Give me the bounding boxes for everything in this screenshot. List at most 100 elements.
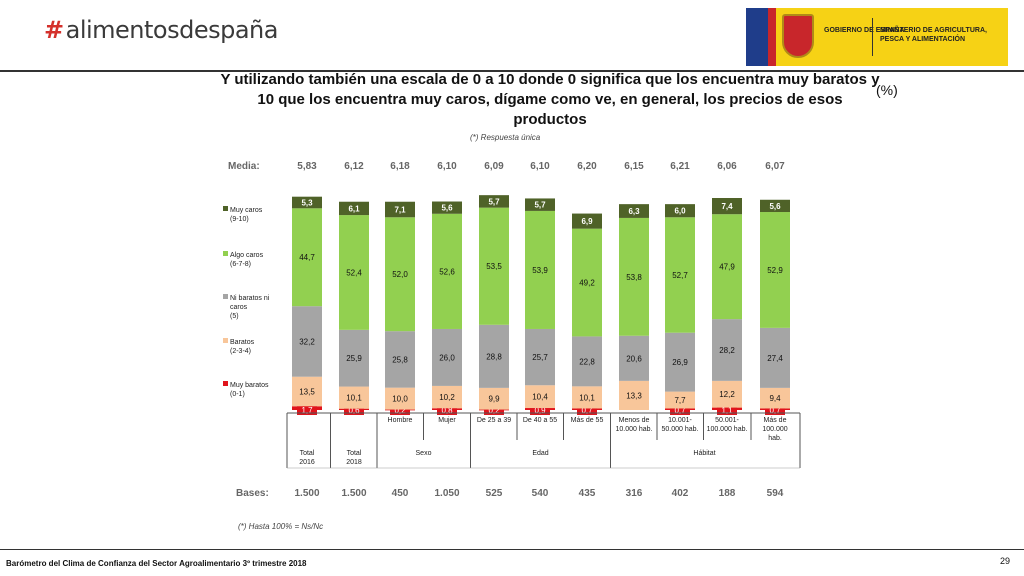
alimentos-de-espana-logo: #alimentosdespaña bbox=[44, 16, 278, 44]
footnote: (*) Hasta 100% = Ns/Nc bbox=[238, 522, 324, 531]
bar-value-label: 44,7 bbox=[299, 253, 315, 262]
bar-value-label: 6,0 bbox=[674, 207, 686, 216]
bar-segment bbox=[712, 198, 742, 215]
bar-value-label: 27,4 bbox=[767, 354, 783, 363]
bar-value-label: 10,1 bbox=[579, 393, 595, 402]
base-value: 540 bbox=[532, 488, 549, 499]
base-value: 1.500 bbox=[341, 488, 366, 499]
media-value: 6,18 bbox=[390, 161, 410, 172]
bar-value-label: 32,2 bbox=[299, 337, 315, 346]
bar-segment bbox=[385, 201, 415, 218]
category-label: 10.000 hab. bbox=[616, 426, 653, 433]
bar-value-label: 52,6 bbox=[439, 267, 455, 276]
chart-subtitle: (*) Respuesta única bbox=[470, 133, 541, 142]
media-value: 6,12 bbox=[344, 161, 364, 172]
legend-label: (6-7-8) bbox=[230, 261, 251, 268]
bar-value-label: 26,9 bbox=[672, 358, 688, 367]
coat-of-arms-icon bbox=[782, 14, 814, 58]
base-value: 402 bbox=[672, 488, 689, 499]
eu-flag-icon bbox=[746, 8, 768, 66]
category-label: 100.000 hab. bbox=[707, 426, 748, 433]
group-label: Edad bbox=[532, 450, 548, 457]
media-value: 6,06 bbox=[717, 161, 737, 172]
category-label: Más de bbox=[764, 417, 787, 424]
bar-value-label: 20,6 bbox=[626, 354, 642, 363]
bar-segment bbox=[572, 213, 602, 229]
bar-value-label: 28,2 bbox=[719, 346, 735, 355]
bar-segment bbox=[385, 387, 415, 410]
bar-segment-label-box bbox=[437, 404, 457, 415]
bar-segment bbox=[619, 204, 649, 218]
base-value: 188 bbox=[719, 488, 736, 499]
legend-label: Ni baratos ni bbox=[230, 295, 270, 302]
bar-value-label: 0,7 bbox=[769, 406, 781, 415]
government-label: GOBIERNO DE ESPAÑA bbox=[824, 27, 905, 34]
bar-value-label: 0,9 bbox=[534, 406, 546, 415]
bar-value-label: 6,1 bbox=[348, 204, 360, 213]
media-value: 5,83 bbox=[297, 161, 317, 172]
category-label: 50.001- bbox=[715, 417, 739, 424]
media-label: Media: bbox=[228, 161, 260, 172]
category-label: De 40 a 55 bbox=[523, 417, 557, 424]
bar-segment-label-box bbox=[765, 404, 785, 415]
bar-value-label: 25,9 bbox=[346, 354, 362, 363]
legend-swatch bbox=[223, 251, 228, 256]
bar-segment bbox=[339, 201, 369, 216]
legend-swatch bbox=[223, 206, 228, 211]
base-value: 525 bbox=[486, 488, 503, 499]
bar-segment bbox=[760, 387, 790, 409]
bar-value-label: 10,4 bbox=[532, 393, 548, 402]
bar-value-label: 0,8 bbox=[441, 406, 453, 415]
bar-value-label: 10,2 bbox=[439, 393, 455, 402]
bar-value-label: 47,9 bbox=[719, 263, 735, 272]
ministry-label: MINISTERIO DE AGRICULTURA, PESCA Y ALIME… bbox=[880, 27, 987, 43]
bar-value-label: 5,7 bbox=[534, 201, 546, 210]
bar-segment bbox=[432, 201, 462, 214]
legend-label: caros bbox=[230, 304, 248, 311]
category-label: Más de 55 bbox=[571, 417, 604, 424]
bar-segment-label-box bbox=[344, 404, 364, 415]
legend-label: Muy baratos bbox=[230, 382, 269, 389]
bar-value-label: 0,7 bbox=[581, 406, 593, 415]
bar-segment bbox=[572, 386, 602, 409]
bar-value-label: 52,7 bbox=[672, 271, 688, 280]
bar-value-label: 9,9 bbox=[488, 395, 500, 404]
category-label: 10.001- bbox=[668, 417, 692, 424]
bar-value-label: 25,7 bbox=[532, 353, 548, 362]
category-label: 50.000 hab. bbox=[662, 426, 699, 433]
bar-segment bbox=[292, 306, 322, 377]
bar-value-label: 22,8 bbox=[579, 357, 595, 366]
bar-value-label: 13,5 bbox=[299, 387, 315, 396]
category-label: Mujer bbox=[438, 417, 456, 424]
bar-segment bbox=[525, 328, 555, 386]
bar-segment bbox=[712, 214, 742, 320]
unit-label: (%) bbox=[876, 82, 898, 98]
bar-value-label: 52,4 bbox=[346, 268, 362, 277]
bar-segment bbox=[619, 217, 649, 336]
legend-label: (0-1) bbox=[230, 391, 245, 398]
legend-swatch bbox=[223, 381, 228, 386]
page-number: 29 bbox=[1000, 556, 1011, 566]
legend-label: Baratos bbox=[230, 339, 255, 346]
group-label: Total bbox=[347, 450, 362, 457]
media-value: 6,20 bbox=[577, 161, 597, 172]
bar-segment bbox=[665, 332, 695, 392]
bar-segment-label-box bbox=[577, 404, 597, 415]
bar-value-label: 49,2 bbox=[579, 279, 595, 288]
bar-value-label: 10,0 bbox=[392, 395, 408, 404]
bar-segment-label-box bbox=[717, 404, 737, 415]
legend-label: Muy caros bbox=[230, 207, 263, 214]
bar-value-label: 7,1 bbox=[394, 206, 406, 215]
bar-segment bbox=[479, 207, 509, 325]
category-label: hab. bbox=[768, 435, 782, 442]
bar-segment bbox=[572, 228, 602, 337]
bar-segment bbox=[385, 331, 415, 388]
group-label: 2018 bbox=[346, 459, 362, 466]
group-label: Total bbox=[300, 450, 315, 457]
base-value: 594 bbox=[767, 488, 784, 499]
media-value: 6,15 bbox=[624, 161, 644, 172]
bar-value-label: 53,8 bbox=[626, 273, 642, 282]
chart-title: Y utilizando también una escala de 0 a 1… bbox=[220, 71, 880, 128]
bar-segment bbox=[525, 198, 555, 211]
bar-value-label: 10,1 bbox=[346, 394, 362, 403]
